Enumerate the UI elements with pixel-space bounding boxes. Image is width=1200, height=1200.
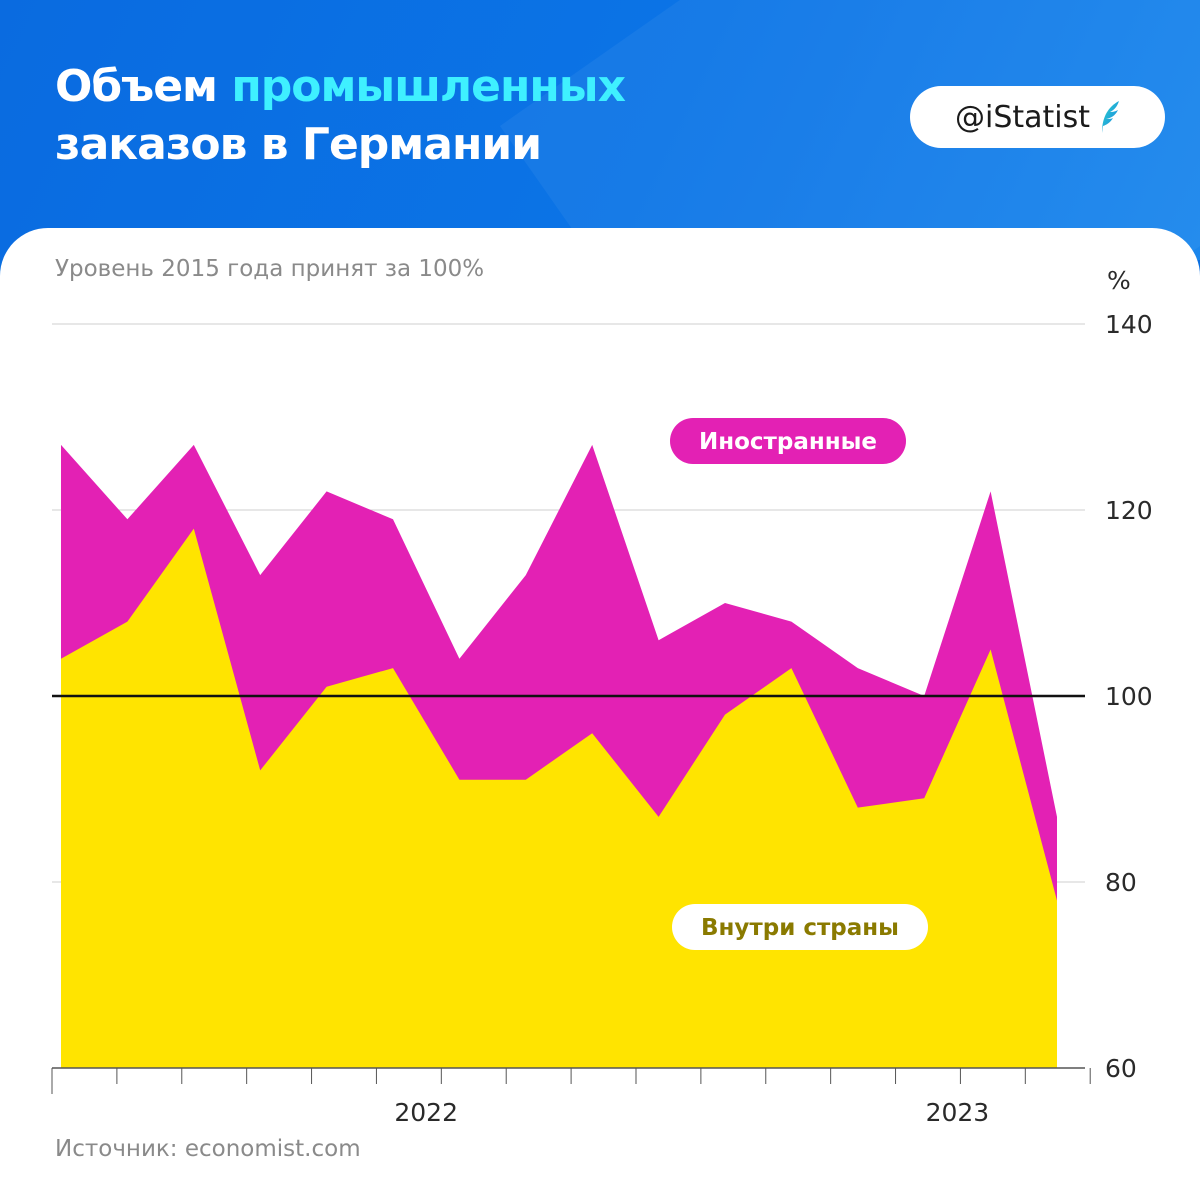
y-tick-label-140: 140 (1105, 310, 1153, 339)
legend-domestic-label: Внутри страны (701, 915, 899, 941)
title-accent: промышленных (231, 61, 626, 112)
source-note: Источник: economist.com (55, 1136, 361, 1162)
y-tick-label-60: 60 (1105, 1054, 1137, 1083)
title-part1: Объем (55, 61, 232, 112)
legend-foreign-pill (670, 418, 906, 464)
legend-foreign-label: Иностранные (699, 429, 877, 455)
brand-text: @iStatist (954, 99, 1090, 135)
feather-logo-icon (1102, 101, 1119, 133)
y-axis-unit: % (1107, 266, 1131, 295)
legend-domestic-pill (672, 904, 928, 950)
page-title: Объем промышленных заказов в Германии (55, 58, 626, 174)
title-line2: заказов в Германии (55, 119, 542, 170)
y-tick-label-120: 120 (1105, 496, 1153, 525)
brand-badge: @iStatist (910, 86, 1165, 148)
chart-subtitle: Уровень 2015 года принят за 100% (55, 256, 485, 282)
x-tick-label-2022: 2022 (394, 1098, 458, 1127)
y-tick-label-80: 80 (1105, 868, 1137, 897)
y-tick-label-100: 100 (1105, 682, 1153, 711)
x-tick-label-2023: 2023 (926, 1098, 990, 1127)
